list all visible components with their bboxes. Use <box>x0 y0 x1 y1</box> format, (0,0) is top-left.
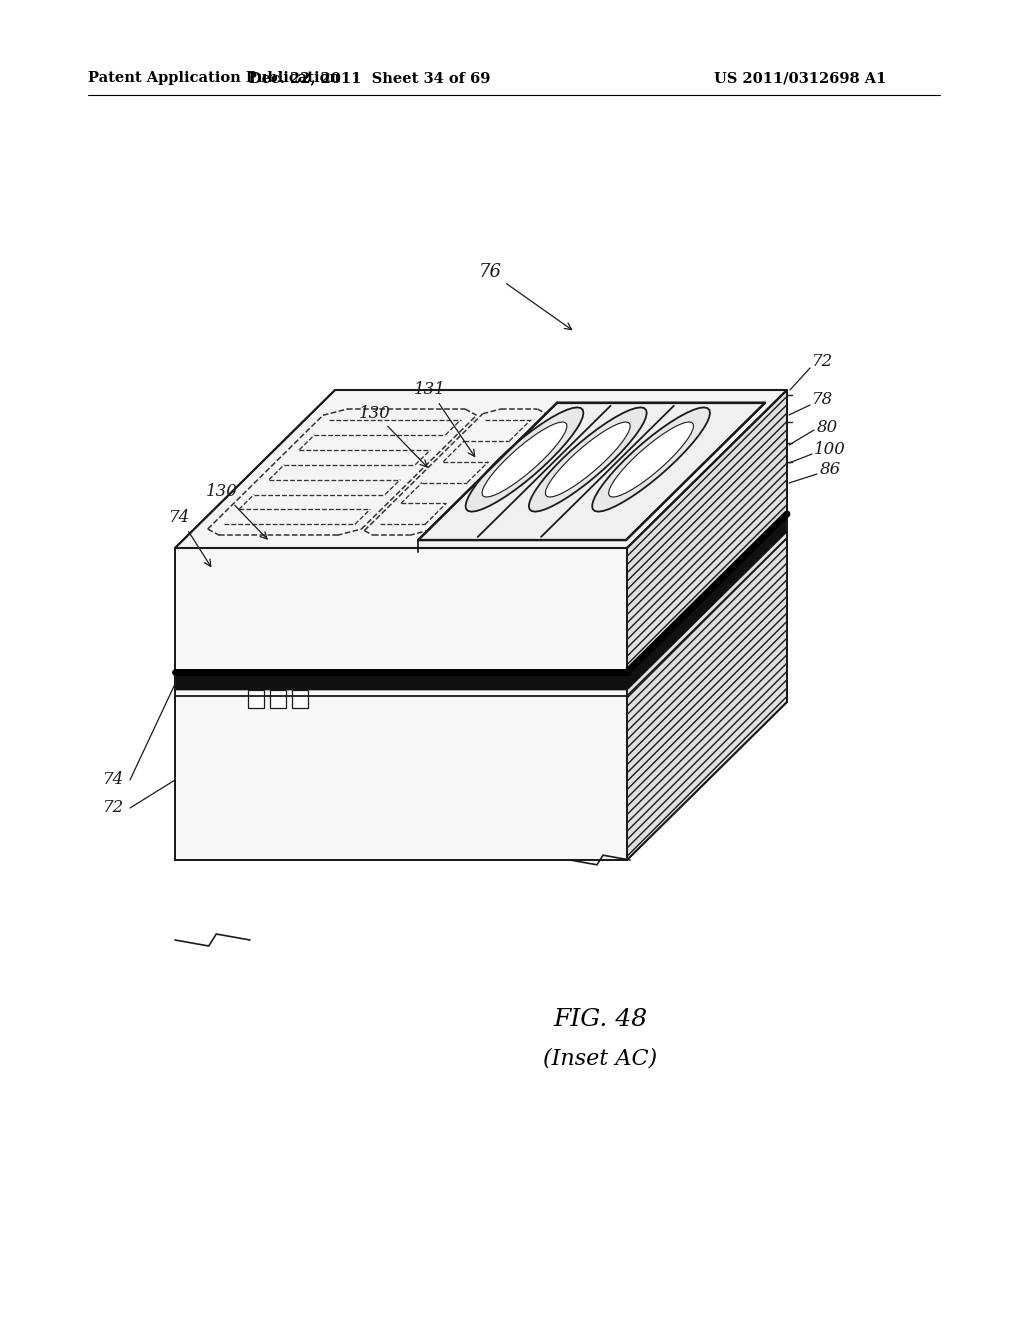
Polygon shape <box>627 502 787 861</box>
Polygon shape <box>175 389 787 548</box>
Text: FIG. 48: FIG. 48 <box>553 1008 647 1031</box>
Polygon shape <box>175 513 787 690</box>
Text: 86: 86 <box>820 462 842 479</box>
Bar <box>270 690 286 708</box>
Polygon shape <box>175 548 627 672</box>
Text: (Inset AC): (Inset AC) <box>543 1047 657 1069</box>
Polygon shape <box>592 408 710 512</box>
Polygon shape <box>482 422 567 498</box>
Polygon shape <box>608 422 693 498</box>
Text: 131: 131 <box>414 381 475 457</box>
Text: 130: 130 <box>359 404 427 467</box>
Text: 76: 76 <box>478 263 571 330</box>
Text: 72: 72 <box>103 800 124 817</box>
Text: 72: 72 <box>812 354 834 371</box>
Text: US 2011/0312698 A1: US 2011/0312698 A1 <box>714 71 886 84</box>
Polygon shape <box>175 660 627 861</box>
Polygon shape <box>528 408 647 512</box>
Text: 130: 130 <box>206 483 267 539</box>
Bar <box>292 690 308 708</box>
Text: 78: 78 <box>812 392 834 408</box>
Polygon shape <box>418 403 765 540</box>
Polygon shape <box>627 389 787 672</box>
Text: 74: 74 <box>103 771 124 788</box>
Polygon shape <box>466 408 584 512</box>
Text: Dec. 22, 2011  Sheet 34 of 69: Dec. 22, 2011 Sheet 34 of 69 <box>249 71 490 84</box>
Bar <box>248 690 264 708</box>
Text: 100: 100 <box>814 441 846 458</box>
Text: 74: 74 <box>169 510 211 566</box>
Polygon shape <box>546 422 630 498</box>
Text: 80: 80 <box>817 418 839 436</box>
Text: Patent Application Publication: Patent Application Publication <box>88 71 340 84</box>
